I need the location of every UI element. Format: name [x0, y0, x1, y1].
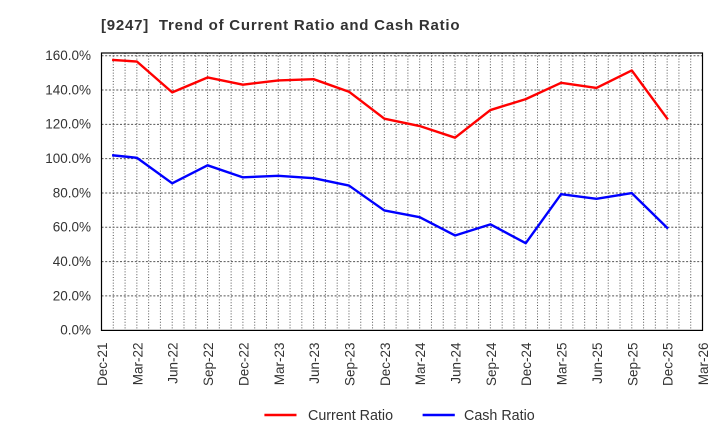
svg-text:80.0%: 80.0%: [53, 185, 91, 200]
svg-text:120.0%: 120.0%: [45, 117, 91, 132]
svg-text:[9247] Trend of Current Ratio: [9247] Trend of Current Ratio and Cash R…: [101, 17, 460, 34]
svg-text:Dec-24: Dec-24: [519, 342, 534, 386]
svg-text:Mar-22: Mar-22: [130, 343, 145, 386]
svg-text:20.0%: 20.0%: [53, 288, 91, 303]
svg-text:Mar-25: Mar-25: [555, 343, 570, 386]
svg-text:Jun-24: Jun-24: [449, 342, 464, 384]
svg-text:Dec-23: Dec-23: [378, 343, 393, 387]
svg-text:Current Ratio: Current Ratio: [308, 408, 393, 424]
svg-text:Mar-23: Mar-23: [272, 343, 287, 386]
svg-text:Sep-23: Sep-23: [342, 343, 357, 387]
svg-text:Jun-23: Jun-23: [307, 343, 322, 384]
svg-text:160.0%: 160.0%: [45, 48, 91, 63]
svg-text:Mar-24: Mar-24: [413, 342, 428, 385]
svg-text:Sep-22: Sep-22: [201, 343, 216, 387]
svg-text:140.0%: 140.0%: [45, 82, 91, 97]
svg-text:100.0%: 100.0%: [45, 151, 91, 166]
svg-text:0.0%: 0.0%: [60, 323, 91, 338]
svg-text:60.0%: 60.0%: [53, 220, 91, 235]
svg-text:Jun-25: Jun-25: [590, 343, 605, 384]
svg-text:Dec-21: Dec-21: [95, 343, 110, 387]
svg-text:Sep-25: Sep-25: [625, 343, 640, 387]
svg-text:Mar-26: Mar-26: [696, 343, 711, 386]
svg-text:40.0%: 40.0%: [53, 254, 91, 269]
svg-text:Dec-25: Dec-25: [661, 343, 676, 387]
svg-text:Cash Ratio: Cash Ratio: [464, 408, 535, 424]
svg-text:Sep-24: Sep-24: [484, 342, 499, 386]
svg-text:Jun-22: Jun-22: [166, 343, 181, 384]
svg-text:Dec-22: Dec-22: [236, 343, 251, 387]
